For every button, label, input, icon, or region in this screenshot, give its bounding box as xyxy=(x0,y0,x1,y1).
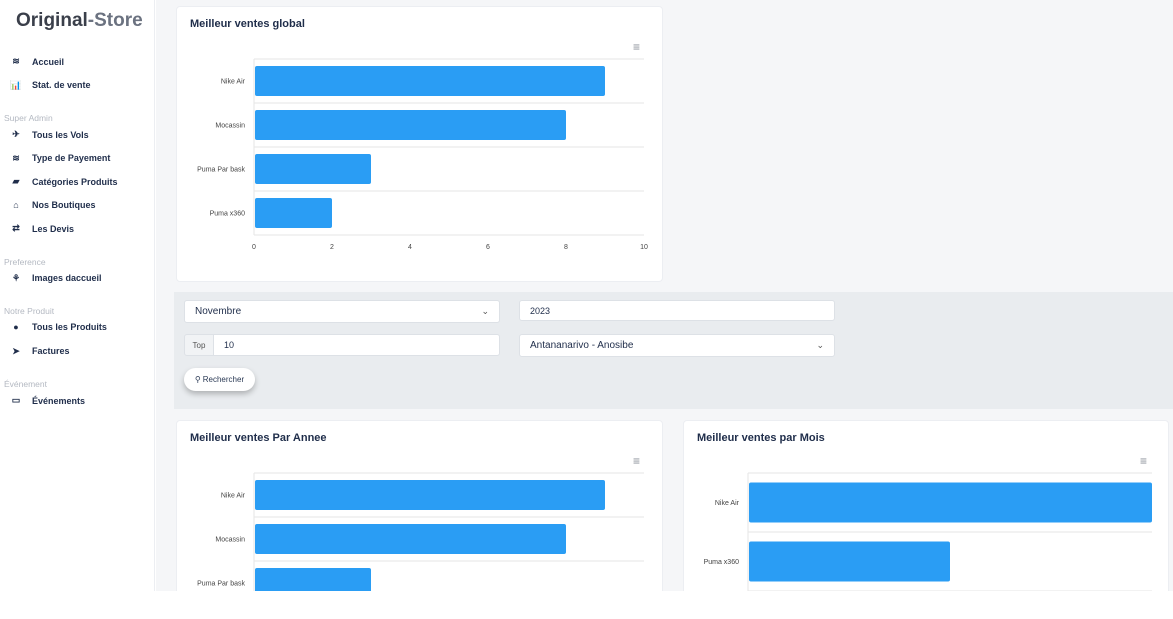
x-tick-label: 8 xyxy=(564,244,568,251)
category-label: Puma x360 xyxy=(210,211,246,218)
x-tick-label: 6 xyxy=(486,244,490,251)
sidebar: Original-Store ≋ Accueil 📊 Stat. de vente Su… xyxy=(0,0,155,591)
chevron-down-icon: ⌄ xyxy=(481,306,489,316)
category-label: Nike Air xyxy=(715,500,740,507)
main-content: Meilleur ventes global ≡ Nike Air Mocassi… xyxy=(156,0,1173,591)
sidebar-item-label: Catégories Produits xyxy=(32,176,118,187)
category-label: Nike Air xyxy=(221,493,246,500)
bar[interactable] xyxy=(255,66,605,96)
month-value: Novembre xyxy=(195,306,242,317)
sidebar-item-type-de-payement[interactable]: ≋ Type de Payement xyxy=(8,153,110,164)
sidebar-item-label: Images daccueil xyxy=(32,273,102,283)
brand-suffix: -Store xyxy=(87,10,143,31)
x-tick-label: 10 xyxy=(640,244,648,251)
sidebar-item-accueil[interactable]: ≋ Accueil xyxy=(8,56,64,67)
sidebar-item-label: Événements xyxy=(32,395,86,406)
sidebar-item-événements[interactable]: ▭ Événements xyxy=(8,395,85,406)
category-label: Puma x360 xyxy=(704,559,740,566)
sidebar-item-images-daccueil[interactable]: ⚘ Images daccueil xyxy=(8,273,102,284)
top-value: 10 xyxy=(224,340,235,350)
sidebar-item-tous-les-produits[interactable]: ● Tous les Produits xyxy=(8,322,107,332)
category-label: Mocassin xyxy=(215,123,245,130)
book-icon: ▰ xyxy=(12,176,20,186)
category-label: Nike Air xyxy=(221,79,246,86)
bar-chart: Nike Air Puma x360 xyxy=(704,472,1152,591)
image-icon: ⚘ xyxy=(11,272,21,283)
home-icon: ⌂ xyxy=(13,199,19,210)
shop-select[interactable]: Antananarivo - Anosibe ⌄ xyxy=(519,334,835,357)
x-tick-label: 2 xyxy=(330,244,334,251)
card-title: Meilleur ventes par Mois xyxy=(697,432,825,444)
bar[interactable] xyxy=(255,524,566,554)
sidebar-item-label: Tous les Produits xyxy=(32,322,107,332)
hamburger-menu-icon[interactable]: ≡ xyxy=(633,40,641,54)
bar[interactable] xyxy=(255,480,605,510)
sidebar-item-catégories-produits[interactable]: ▰ Catégories Produits xyxy=(8,176,118,187)
search-icon: ⚲ xyxy=(194,375,201,384)
sidebar-section-label: Événement xyxy=(4,379,47,389)
send-icon: ➤ xyxy=(12,345,20,356)
category-label: Puma Par bask xyxy=(197,581,245,588)
sidebar-item-label: Tous les Vols xyxy=(32,129,89,140)
bar-chart: Nike Air Mocassin Puma Par bask Puma x360 0 2… xyxy=(197,58,648,251)
bar[interactable] xyxy=(255,568,371,591)
bar-chart: Nike Air Mocassin Puma Par bask xyxy=(197,472,644,591)
sidebar-section-label: Super Admin xyxy=(4,113,53,123)
sidebar-item-stat-de-vente[interactable]: 📊 Stat. de vente xyxy=(8,79,91,91)
chart-card-month: Meilleur ventes par Mois ≡ Nike Air Puma … xyxy=(683,420,1169,591)
month-select[interactable]: Novembre ⌄ xyxy=(184,300,500,323)
sidebar-item-factures[interactable]: ➤ Factures xyxy=(8,345,70,357)
sidebar-item-label: Nos Boutiques xyxy=(32,199,96,210)
bar[interactable] xyxy=(255,154,371,184)
x-tick-label: 4 xyxy=(408,244,412,251)
calendar-icon: ▭ xyxy=(11,395,21,405)
sidebar-item-tous-les-vols[interactable]: ✈ Tous les Vols xyxy=(8,129,89,140)
search-button[interactable]: ⚲ Rechercher xyxy=(184,368,255,391)
category-label: Mocassin xyxy=(215,537,245,544)
x-tick-label: 0 xyxy=(252,244,256,251)
bar[interactable] xyxy=(749,541,950,582)
chevron-down-icon: ⌄ xyxy=(816,340,824,350)
chart-card-year: Meilleur ventes Par Annee ≡ Nike Air Moca… xyxy=(176,420,663,591)
sidebar-section-label: Preference xyxy=(4,256,46,267)
top-input[interactable]: 10 xyxy=(213,334,500,356)
shop-value: Antananarivo - Anosibe xyxy=(530,340,634,351)
top-label: Top xyxy=(184,334,214,356)
sidebar-item-nos-boutiques[interactable]: ⌂ Nos Boutiques xyxy=(8,199,96,210)
hamburger-menu-icon[interactable]: ≡ xyxy=(1140,454,1148,468)
hamburger-menu-icon[interactable]: ≡ xyxy=(633,454,641,468)
retweet-icon: ⇄ xyxy=(12,223,20,233)
sidebar-item-les-devis[interactable]: ⇄ Les Devis xyxy=(8,223,74,234)
card-title: Meilleur ventes Par Annee xyxy=(190,432,327,444)
brand-name: Original xyxy=(16,10,88,31)
bar[interactable] xyxy=(255,198,332,228)
chart-card-global: Meilleur ventes global ≡ Nike Air Mocassi… xyxy=(176,6,663,282)
sidebar-item-label: Type de Payement xyxy=(32,153,111,163)
search-button-label: Rechercher xyxy=(202,375,245,384)
sidebar-item-label: Factures xyxy=(32,346,70,356)
sidebar-item-label: Les Devis xyxy=(32,223,75,234)
card-title: Meilleur ventes global xyxy=(190,18,305,30)
sidebar-item-label: Stat. de vente xyxy=(32,80,91,90)
plane-icon: ✈ xyxy=(12,129,20,139)
bar[interactable] xyxy=(749,482,1152,523)
filter-panel: Novembre ⌄ 2023 Top 10 Antananarivo - Ano… xyxy=(174,292,1173,409)
layers-icon: ≋ xyxy=(12,152,20,163)
bar[interactable] xyxy=(255,110,566,140)
sidebar-item-label: Accueil xyxy=(32,56,65,67)
year-value: 2023 xyxy=(530,305,551,316)
layers-icon: ≋ xyxy=(12,56,20,66)
category-label: Puma Par bask xyxy=(197,167,245,174)
brand-logo[interactable]: Original-Store xyxy=(16,10,143,32)
bar-chart-icon: 📊 xyxy=(10,79,22,90)
sidebar-section-label: Notre Produit xyxy=(4,306,55,316)
year-input[interactable]: 2023 xyxy=(519,300,835,321)
product-icon: ● xyxy=(13,322,19,332)
